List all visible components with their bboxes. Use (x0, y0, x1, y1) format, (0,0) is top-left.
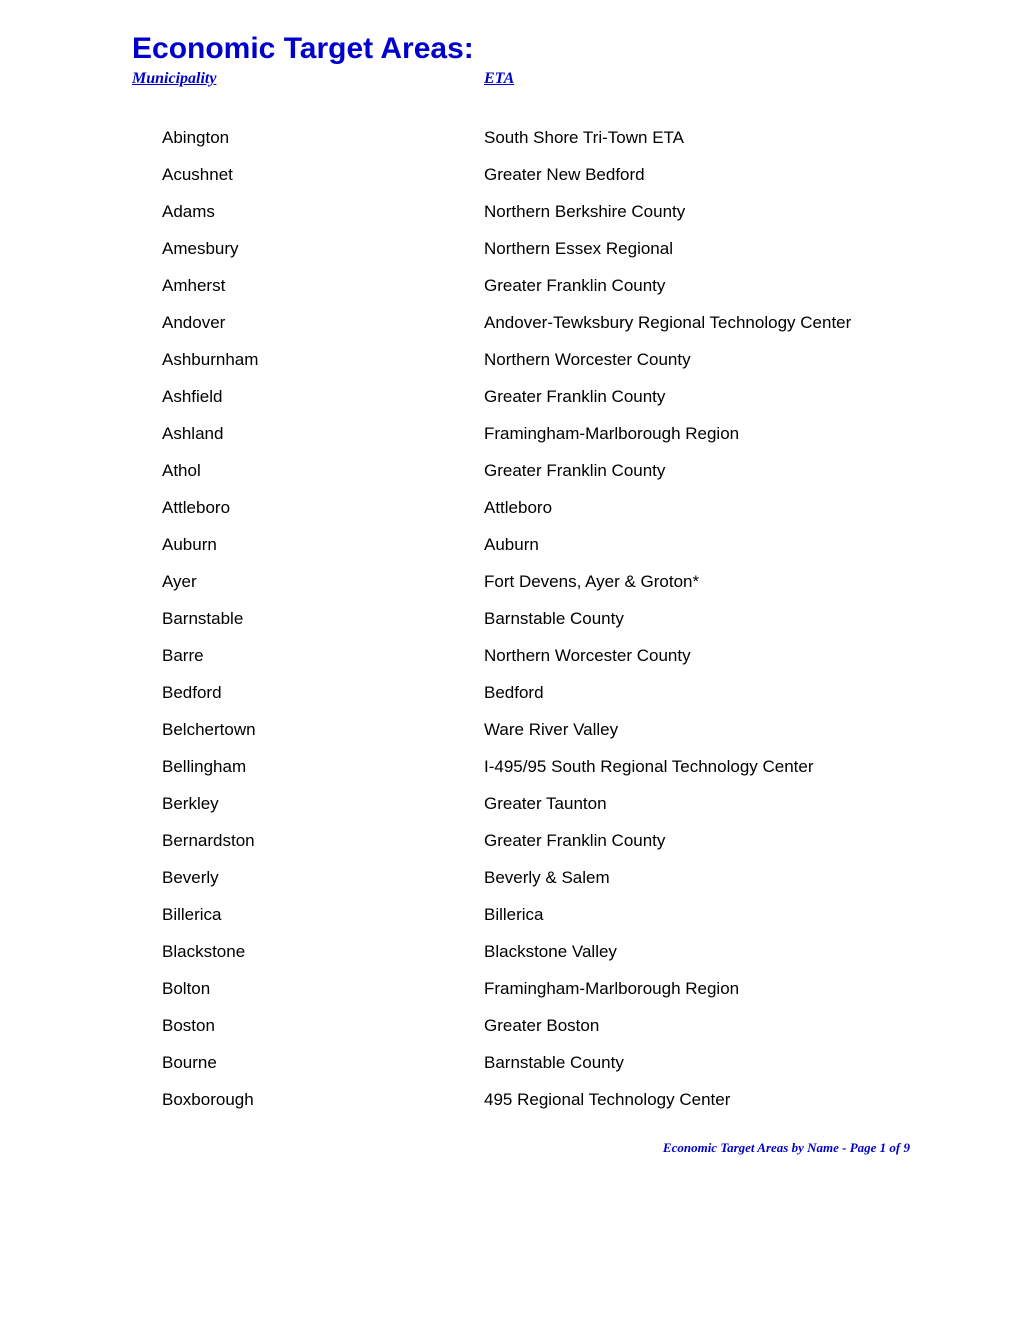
table-row: BellinghamI-495/95 South Regional Techno… (162, 757, 970, 777)
municipality-cell: Boston (162, 1016, 484, 1036)
eta-cell: Framingham-Marlborough Region (484, 979, 739, 999)
table-row: AmherstGreater Franklin County (162, 276, 970, 296)
eta-cell: Andover-Tewksbury Regional Technology Ce… (484, 313, 851, 333)
table-row: BarnstableBarnstable County (162, 609, 970, 629)
municipality-cell: Bedford (162, 683, 484, 703)
table-row: AdamsNorthern Berkshire County (162, 202, 970, 222)
eta-cell: Auburn (484, 535, 539, 555)
eta-cell: Ware River Valley (484, 720, 618, 740)
eta-cell: Northern Berkshire County (484, 202, 685, 222)
table-row: AttleboroAttleboro (162, 498, 970, 518)
eta-cell: 495 Regional Technology Center (484, 1090, 730, 1110)
eta-cell: Attleboro (484, 498, 552, 518)
eta-cell: Barnstable County (484, 609, 624, 629)
table-row: BillericaBillerica (162, 905, 970, 925)
municipality-cell: Bernardston (162, 831, 484, 851)
table-row: AndoverAndover-Tewksbury Regional Techno… (162, 313, 970, 333)
page-footer: Economic Target Areas by Name - Page 1 o… (0, 1140, 1020, 1156)
eta-cell: I-495/95 South Regional Technology Cente… (484, 757, 814, 777)
municipality-cell: Amesbury (162, 239, 484, 259)
table-row: AshburnhamNorthern Worcester County (162, 350, 970, 370)
eta-cell: Blackstone Valley (484, 942, 617, 962)
eta-cell: Greater Franklin County (484, 276, 665, 296)
municipality-cell: Attleboro (162, 498, 484, 518)
municipality-cell: Belchertown (162, 720, 484, 740)
table-row: BeverlyBeverly & Salem (162, 868, 970, 888)
eta-cell: Fort Devens, Ayer & Groton* (484, 572, 699, 592)
table-row: AmesburyNorthern Essex Regional (162, 239, 970, 259)
municipality-cell: Ashburnham (162, 350, 484, 370)
municipality-cell: Amherst (162, 276, 484, 296)
table-row: AshfieldGreater Franklin County (162, 387, 970, 407)
eta-cell: Northern Essex Regional (484, 239, 673, 259)
municipality-cell: Adams (162, 202, 484, 222)
header-eta: ETA (484, 70, 514, 88)
eta-cell: South Shore Tri-Town ETA (484, 128, 684, 148)
table-row: AuburnAuburn (162, 535, 970, 555)
municipality-cell: Bourne (162, 1053, 484, 1073)
eta-cell: Greater New Bedford (484, 165, 645, 185)
table-row: BelchertownWare River Valley (162, 720, 970, 740)
table-row: AyerFort Devens, Ayer & Groton* (162, 572, 970, 592)
eta-cell: Greater Boston (484, 1016, 599, 1036)
eta-cell: Bedford (484, 683, 544, 703)
table-row: BerkleyGreater Taunton (162, 794, 970, 814)
municipality-cell: Ayer (162, 572, 484, 592)
municipality-cell: Berkley (162, 794, 484, 814)
eta-cell: Northern Worcester County (484, 646, 691, 666)
table-row: BernardstonGreater Franklin County (162, 831, 970, 851)
eta-cell: Greater Franklin County (484, 461, 665, 481)
municipality-cell: Billerica (162, 905, 484, 925)
municipality-cell: Blackstone (162, 942, 484, 962)
municipality-cell: Boxborough (162, 1090, 484, 1110)
eta-cell: Barnstable County (484, 1053, 624, 1073)
table-headers: Municipality ETA (132, 70, 970, 88)
table-row: BoltonFramingham-Marlborough Region (162, 979, 970, 999)
table-row: AcushnetGreater New Bedford (162, 165, 970, 185)
table-row: BedfordBedford (162, 683, 970, 703)
table-row: BostonGreater Boston (162, 1016, 970, 1036)
eta-cell: Greater Taunton (484, 794, 607, 814)
table-row: BlackstoneBlackstone Valley (162, 942, 970, 962)
municipality-cell: Beverly (162, 868, 484, 888)
table-row: BourneBarnstable County (162, 1053, 970, 1073)
municipality-cell: Ashfield (162, 387, 484, 407)
eta-cell: Greater Franklin County (484, 387, 665, 407)
municipality-cell: Barnstable (162, 609, 484, 629)
header-municipality: Municipality (132, 70, 484, 88)
municipality-cell: Abington (162, 128, 484, 148)
eta-cell: Greater Franklin County (484, 831, 665, 851)
table-row: AshlandFramingham-Marlborough Region (162, 424, 970, 444)
table-row: AtholGreater Franklin County (162, 461, 970, 481)
municipality-cell: Auburn (162, 535, 484, 555)
page-title: Economic Target Areas: (132, 32, 970, 66)
eta-cell: Framingham-Marlborough Region (484, 424, 739, 444)
municipality-cell: Bolton (162, 979, 484, 999)
eta-cell: Northern Worcester County (484, 350, 691, 370)
municipality-cell: Barre (162, 646, 484, 666)
table-row: Boxborough495 Regional Technology Center (162, 1090, 970, 1110)
table-row: AbingtonSouth Shore Tri-Town ETA (162, 128, 970, 148)
eta-cell: Billerica (484, 905, 544, 925)
table-body: AbingtonSouth Shore Tri-Town ETAAcushnet… (50, 128, 970, 1110)
municipality-cell: Bellingham (162, 757, 484, 777)
municipality-cell: Acushnet (162, 165, 484, 185)
municipality-cell: Andover (162, 313, 484, 333)
municipality-cell: Athol (162, 461, 484, 481)
table-row: BarreNorthern Worcester County (162, 646, 970, 666)
eta-cell: Beverly & Salem (484, 868, 610, 888)
municipality-cell: Ashland (162, 424, 484, 444)
